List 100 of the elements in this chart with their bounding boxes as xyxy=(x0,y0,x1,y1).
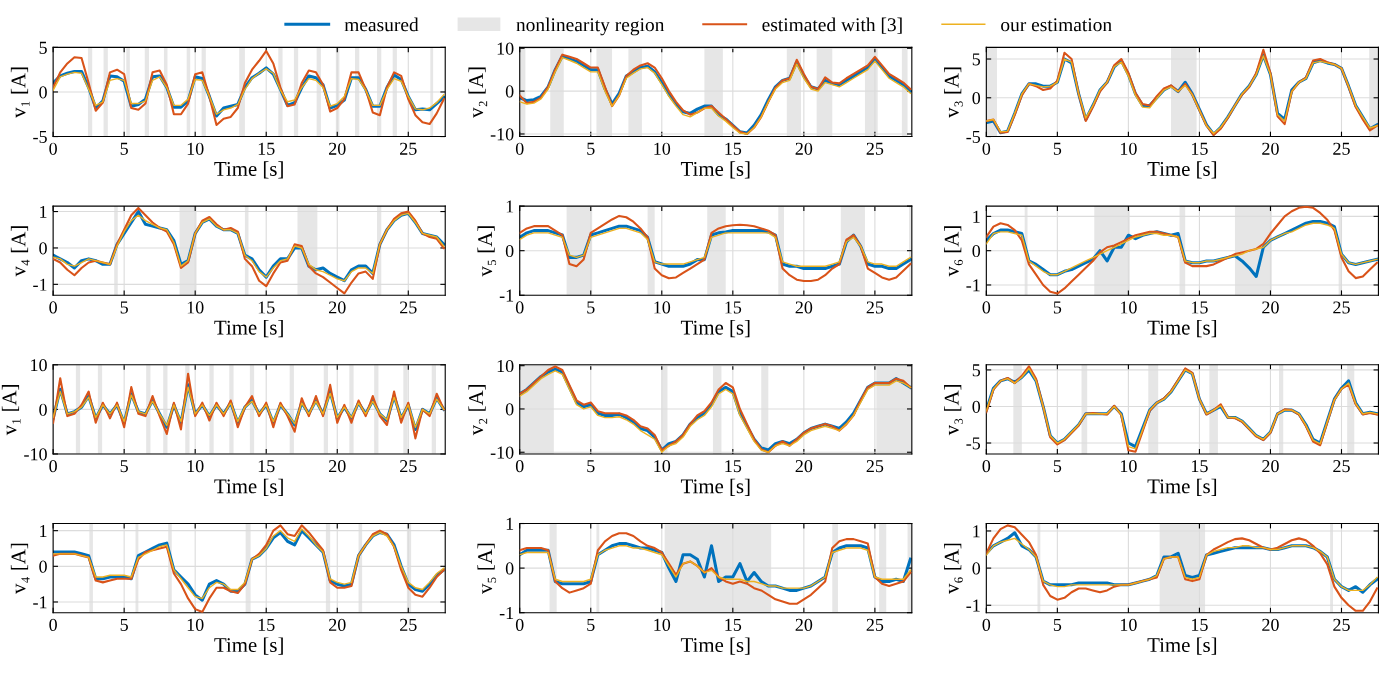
x-tick-label: 5 xyxy=(120,142,128,155)
y-tick-label: 0 xyxy=(39,403,47,416)
x-tick-label: 25 xyxy=(866,301,884,314)
x-tick-label: 15 xyxy=(1191,301,1208,314)
x-tick-label: 5 xyxy=(1053,301,1062,314)
legend-label: measured xyxy=(344,17,419,32)
y-tick-label: -10 xyxy=(24,448,47,461)
y-tick-label: 0 xyxy=(505,244,514,258)
y-tick-label: -10 xyxy=(490,446,514,459)
x-tick-label: 15 xyxy=(725,301,742,314)
x-tick-label: 25 xyxy=(866,142,884,155)
y-tick-label: 5 xyxy=(39,41,47,54)
x-tick-label: 10 xyxy=(654,301,671,314)
x-axis-title: Time [s] xyxy=(680,319,750,338)
x-tick-label: 20 xyxy=(795,301,813,314)
x-tick-label: 5 xyxy=(1053,460,1062,473)
x-tick-label: 15 xyxy=(1191,142,1208,155)
x-tick-label: 15 xyxy=(725,142,742,155)
x-tick-label: 0 xyxy=(982,301,991,314)
x-tick-label: 25 xyxy=(400,142,417,155)
x-axis-title: Time [s] xyxy=(214,637,283,655)
y-tick-label: 10 xyxy=(497,359,514,373)
x-tick-label: 25 xyxy=(866,618,884,631)
y-tick-label: 5 xyxy=(972,53,981,66)
y-tick-label: -10 xyxy=(490,128,514,141)
y-tick-label: 1 xyxy=(506,517,514,530)
x-tick-label: 15 xyxy=(1191,460,1208,473)
x-tick-label: 5 xyxy=(1053,142,1062,155)
y-tick-label: 0 xyxy=(39,560,47,573)
x-tick-label: 0 xyxy=(49,460,57,473)
y-tick-label: -5 xyxy=(966,130,981,143)
y-axis-title: v₃ [A] xyxy=(944,385,963,436)
x-tick-label: 0 xyxy=(49,618,57,631)
x-tick-label: 25 xyxy=(1333,460,1350,473)
x-tick-label: 10 xyxy=(1120,618,1137,631)
x-tick-label: 10 xyxy=(187,618,204,631)
y-tick-label: 0 xyxy=(972,244,981,258)
x-tick-label: 10 xyxy=(654,142,671,155)
x-tick-label: 5 xyxy=(587,460,595,473)
y-tick-label: 0 xyxy=(972,92,981,105)
y-tick-label: 10 xyxy=(497,42,514,55)
y-tick-label: -1 xyxy=(499,289,514,302)
x-axis-title: Time [s] xyxy=(1147,161,1217,179)
y-tick-label: 5 xyxy=(972,364,981,377)
x-axis-title: Time [s] xyxy=(214,478,283,496)
x-tick-label: 10 xyxy=(187,460,204,473)
y-axis-title: v₂ [A] xyxy=(468,385,488,436)
y-tick-label: -1 xyxy=(33,278,47,291)
x-tick-label: 15 xyxy=(725,618,742,631)
x-tick-label: 20 xyxy=(329,618,346,631)
x-tick-label: 0 xyxy=(515,460,524,473)
y-tick-label: 1 xyxy=(973,210,980,223)
x-tick-label: 25 xyxy=(1333,142,1350,155)
x-tick-label: 10 xyxy=(1120,460,1137,473)
x-tick-label: 10 xyxy=(1120,301,1137,314)
x-tick-label: 20 xyxy=(1262,618,1279,631)
y-tick-label: 1 xyxy=(973,525,980,538)
x-tick-label: 0 xyxy=(515,618,524,631)
y-tick-label: -5 xyxy=(33,130,47,143)
x-axis-title: Time [s] xyxy=(1147,478,1217,496)
y-tick-label: 1 xyxy=(506,200,514,213)
y-tick-label: 0 xyxy=(39,242,47,255)
x-tick-label: 15 xyxy=(258,301,275,314)
x-tick-label: 20 xyxy=(795,618,813,631)
y-tick-label: -1 xyxy=(33,596,47,609)
legend-label: estimated with [3] xyxy=(762,17,902,34)
x-tick-label: 5 xyxy=(1053,618,1062,631)
x-tick-label: 25 xyxy=(1333,301,1350,314)
y-tick-label: 0 xyxy=(505,403,514,416)
y-axis-title: v₅ [A] xyxy=(477,226,497,277)
y-tick-label: 0 xyxy=(39,86,47,99)
y-tick-label: 10 xyxy=(31,359,47,372)
x-axis-title: Time [s] xyxy=(1147,319,1217,338)
y-axis-title: v₄ [A] xyxy=(10,543,30,595)
x-tick-label: 0 xyxy=(982,460,991,473)
y-tick-label: 0 xyxy=(505,562,514,575)
x-tick-label: 25 xyxy=(1333,618,1350,631)
legend-label: our estimation xyxy=(1001,18,1112,32)
x-tick-label: 5 xyxy=(120,301,128,314)
x-tick-label: 25 xyxy=(400,618,417,631)
x-tick-label: 0 xyxy=(49,301,57,314)
x-tick-label: 10 xyxy=(654,618,671,631)
x-tick-label: 15 xyxy=(258,618,275,631)
x-tick-label: 25 xyxy=(866,460,884,473)
x-axis-title: Time [s] xyxy=(214,161,283,179)
y-tick-label: 0 xyxy=(972,562,981,575)
x-tick-label: 15 xyxy=(258,460,275,473)
x-tick-label: 10 xyxy=(1120,142,1137,155)
y-tick-label: 0 xyxy=(972,400,981,413)
x-tick-label: 10 xyxy=(187,142,204,155)
x-tick-label: 20 xyxy=(329,142,346,155)
y-tick-label: 0 xyxy=(505,85,514,98)
x-tick-label: 0 xyxy=(515,142,524,155)
x-tick-label: 5 xyxy=(587,301,595,314)
x-tick-label: 20 xyxy=(329,460,346,473)
y-tick-label: 1 xyxy=(40,205,47,218)
x-tick-label: 15 xyxy=(1191,618,1208,631)
x-tick-label: 5 xyxy=(587,142,595,155)
x-tick-label: 10 xyxy=(654,460,671,473)
x-axis-title: Time [s] xyxy=(1147,637,1217,655)
